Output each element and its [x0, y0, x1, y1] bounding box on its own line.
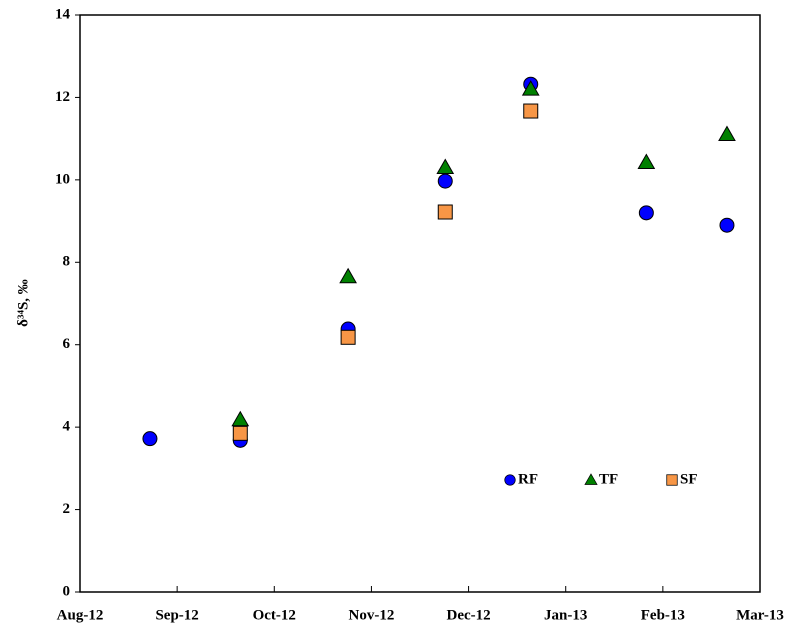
data-point: [523, 103, 539, 119]
y-tick-label: 14: [55, 6, 71, 22]
x-tick-label: Dec-12: [446, 607, 490, 623]
data-point: [718, 125, 736, 142]
data-point: [638, 205, 654, 221]
data-point: [719, 217, 735, 233]
legend-label: RF: [518, 471, 538, 487]
y-tick-label: 12: [55, 89, 70, 105]
data-point: [436, 158, 455, 174]
x-tick-label: Mar-13: [736, 607, 784, 623]
legend-label: SF: [680, 471, 698, 487]
x-tick-label: Oct-12: [253, 607, 296, 623]
y-tick-label: 4: [63, 419, 71, 435]
x-tick-label: Sep-12: [155, 607, 198, 623]
legend-label: TF: [599, 471, 618, 487]
data-point: [637, 153, 656, 170]
plot-frame: [79, 14, 761, 593]
y-tick-label: 6: [63, 336, 71, 352]
y-tick-label: 10: [55, 171, 70, 187]
data-point: [437, 204, 453, 220]
y-axis-label: δ³⁴S, ‰: [15, 279, 31, 327]
legend-marker: [504, 474, 516, 486]
x-tick-label: Feb-13: [641, 607, 685, 623]
legend-marker: [584, 473, 598, 485]
x-tick-label: Jan-13: [544, 607, 587, 623]
data-point: [339, 267, 357, 284]
data-point: [340, 329, 356, 345]
data-point: [142, 431, 158, 447]
y-tick-label: 2: [63, 501, 71, 517]
data-point: [231, 410, 250, 427]
x-tick-label: Nov-12: [349, 607, 395, 623]
y-tick-label: 8: [63, 254, 71, 270]
data-point: [437, 173, 453, 189]
y-tick-label: 0: [63, 583, 71, 599]
data-point: [232, 425, 248, 441]
data-point: [521, 80, 540, 96]
x-tick-label: Aug-12: [57, 607, 104, 623]
legend-marker: [666, 474, 678, 486]
